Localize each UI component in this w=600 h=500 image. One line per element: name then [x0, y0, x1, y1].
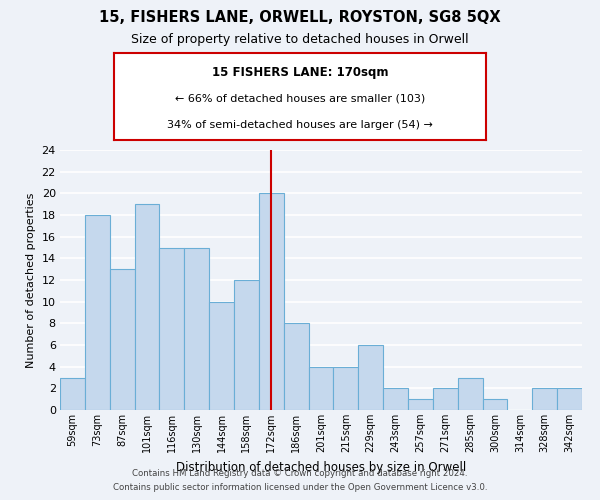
Text: 34% of semi-detached houses are larger (54) →: 34% of semi-detached houses are larger (…	[167, 120, 433, 130]
Bar	[134, 204, 160, 410]
X-axis label: Distribution of detached houses by size in Orwell: Distribution of detached houses by size …	[176, 460, 466, 473]
Text: Contains HM Land Registry data © Crown copyright and database right 2024.: Contains HM Land Registry data © Crown c…	[132, 468, 468, 477]
Bar	[209, 302, 234, 410]
Bar	[458, 378, 482, 410]
Bar	[259, 194, 284, 410]
Bar	[234, 280, 259, 410]
Bar	[532, 388, 557, 410]
Y-axis label: Number of detached properties: Number of detached properties	[26, 192, 36, 368]
Bar	[408, 399, 433, 410]
Bar	[482, 399, 508, 410]
Text: Contains public sector information licensed under the Open Government Licence v3: Contains public sector information licen…	[113, 484, 487, 492]
Bar	[110, 269, 134, 410]
Bar	[433, 388, 458, 410]
Text: Size of property relative to detached houses in Orwell: Size of property relative to detached ho…	[131, 32, 469, 46]
Bar	[557, 388, 582, 410]
Bar	[334, 366, 358, 410]
Bar	[184, 248, 209, 410]
Text: 15 FISHERS LANE: 170sqm: 15 FISHERS LANE: 170sqm	[212, 66, 388, 79]
Text: ← 66% of detached houses are smaller (103): ← 66% of detached houses are smaller (10…	[175, 94, 425, 104]
Text: 15, FISHERS LANE, ORWELL, ROYSTON, SG8 5QX: 15, FISHERS LANE, ORWELL, ROYSTON, SG8 5…	[99, 10, 501, 25]
Bar	[383, 388, 408, 410]
Bar	[85, 215, 110, 410]
Bar	[160, 248, 184, 410]
Bar	[60, 378, 85, 410]
Bar	[284, 324, 308, 410]
Bar	[308, 366, 334, 410]
Bar	[358, 345, 383, 410]
